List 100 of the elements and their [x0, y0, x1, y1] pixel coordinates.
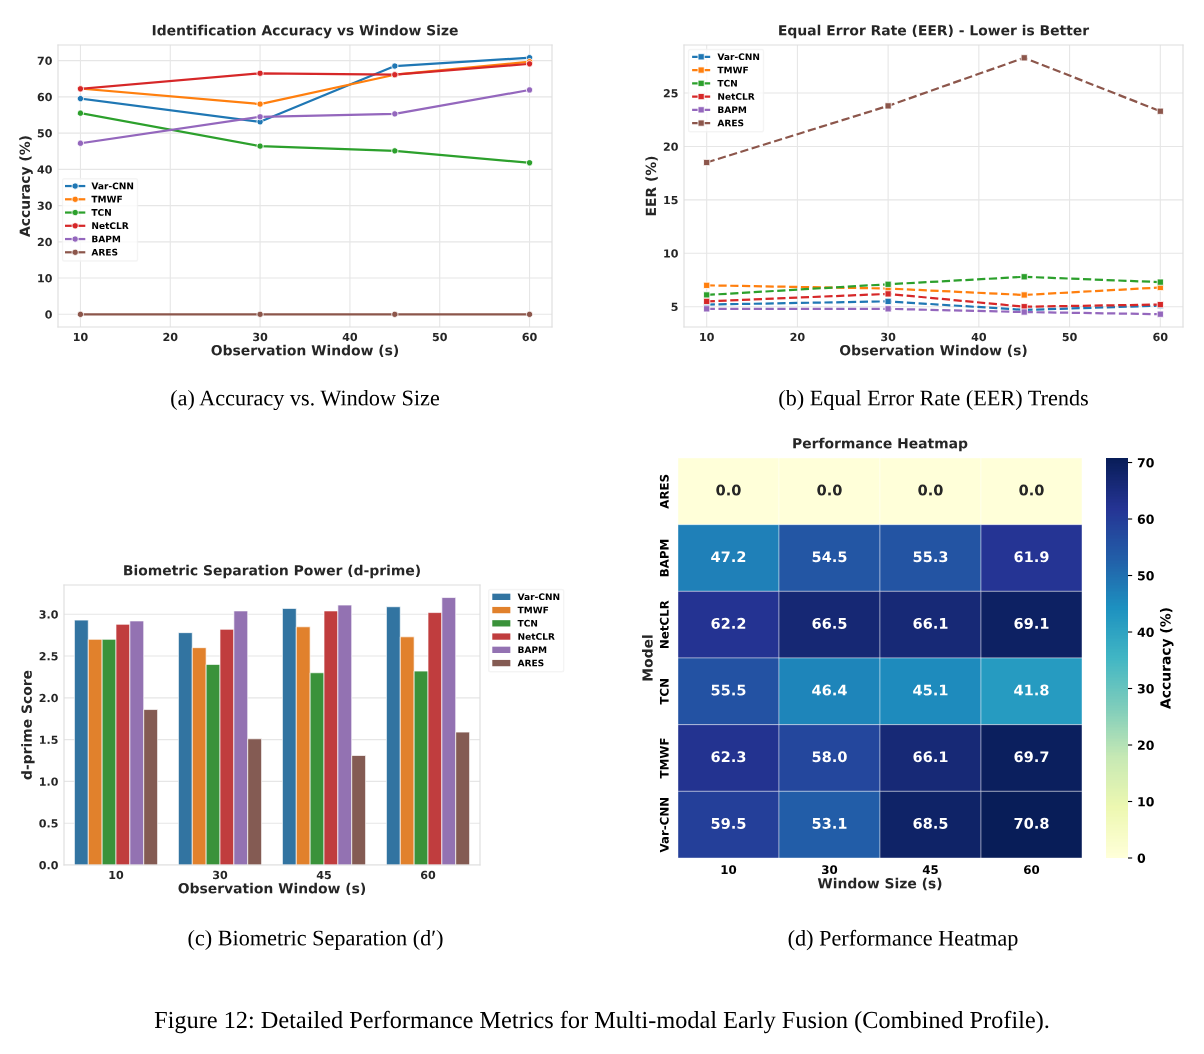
data-label: 59.5 — [711, 817, 746, 829]
x-tick-label: 40 — [342, 332, 358, 342]
color-bar-label: 40 — [1137, 627, 1154, 637]
x-axis-title: Observation Window (s) — [839, 344, 1027, 358]
color-bar-label: 0 — [1137, 853, 1146, 863]
x-tick-label: 40 — [971, 332, 987, 342]
data-label: 53.1 — [812, 817, 847, 829]
legend-label: BAPM — [718, 106, 747, 113]
x-tick-label: 20 — [790, 332, 805, 342]
legend-label: BAPM — [92, 235, 121, 243]
data-label: 66.1 — [913, 751, 948, 763]
chart-title: Performance Heatmap — [793, 437, 968, 452]
x-tick-label: 45 — [316, 870, 331, 880]
legend-label: NetCLR — [718, 93, 755, 100]
x-axis-title: Observation Window (s) — [178, 882, 366, 896]
data-label: 47.2 — [711, 551, 746, 563]
y-tick-label: 1.0 — [40, 777, 58, 786]
data-label: 58.0 — [812, 751, 847, 763]
y-tick-label: 30 — [37, 201, 52, 210]
y-tick-label: BAPM — [659, 539, 669, 577]
y-tick-label: Var-CNN — [659, 797, 669, 853]
x-tick-label: 10 — [721, 865, 737, 875]
y-axis-title: Model — [642, 635, 653, 681]
chart-title: Equal Error Rate (EER) - Lower is Better — [779, 24, 1090, 39]
y-tick-label: 70 — [37, 56, 52, 65]
data-label: 55.3 — [913, 551, 948, 563]
x-tick-label: 60 — [1024, 865, 1040, 875]
data-label: 46.4 — [812, 684, 847, 696]
legend-label: ARES — [91, 248, 118, 256]
x-tick-label: 60 — [1153, 332, 1168, 342]
y-tick-label: 20 — [37, 237, 52, 247]
y-tick-label: 3.0 — [39, 610, 58, 619]
legend-label: TCN — [717, 79, 737, 87]
chart-title: Biometric Separation Power (d-prime) — [124, 564, 420, 579]
data-label: 45.1 — [913, 684, 948, 696]
color-bar-label: 60 — [1137, 514, 1154, 524]
data-label: 62.3 — [711, 751, 746, 763]
color-bar-label: 50 — [1137, 570, 1154, 581]
data-label: 0.0 — [918, 484, 943, 496]
data-label: 61.9 — [1014, 551, 1049, 563]
data-label: 69.7 — [1014, 751, 1049, 763]
x-axis-title: Window Size (s) — [817, 877, 942, 891]
data-label: 0.0 — [716, 484, 741, 496]
legend-label: NetCLR — [518, 633, 555, 640]
data-label: 70.8 — [1014, 817, 1049, 829]
data-label: 62.2 — [711, 617, 746, 629]
data-label: 54.5 — [812, 551, 847, 563]
text: (b) Equal Error Rate (EER) Trends — [779, 389, 1088, 411]
y-tick-label: 0.0 — [39, 860, 58, 870]
color-bar-label: 30 — [1137, 683, 1154, 694]
legend-label: TMWF — [517, 606, 549, 614]
x-tick-label: 30 — [881, 332, 896, 342]
legend-label: BAPM — [518, 646, 547, 653]
chart-title: Identification Accuracy vs Window Size — [152, 24, 458, 39]
x-tick-label: 60 — [522, 332, 537, 342]
caption: Figure 12: Detailed Performance Metrics for Multi-modal Early Fusion (Combined Profile). — [154, 1010, 1049, 1034]
legend-label: NetCLR — [92, 222, 129, 230]
y-tick-label: 10 — [38, 274, 52, 283]
legend-label: ARES — [517, 659, 544, 667]
y-axis-title: EER (%) — [645, 156, 658, 216]
y-tick-label: 15 — [664, 196, 678, 205]
legend-label: TMWF — [717, 66, 748, 74]
text: (a) Accuracy vs. Window Size — [171, 389, 440, 411]
data-label: 66.1 — [913, 617, 948, 629]
x-tick-label: 20 — [163, 332, 178, 342]
legend-label: Var-CNN — [517, 593, 560, 601]
x-tick-label: 30 — [253, 332, 268, 342]
y-tick-label: 0 — [45, 310, 52, 319]
color-bar-label: 10 — [1138, 796, 1154, 807]
y-tick-label: NetCLR — [659, 600, 669, 648]
text: (c) Biometric Separation (d′) — [188, 929, 443, 951]
x-tick-label: 45 — [922, 865, 938, 875]
y-axis-title: Accuracy (%) — [19, 136, 33, 237]
y-tick-label: ARES — [659, 474, 669, 509]
x-tick-label: 10 — [109, 870, 124, 880]
y-tick-label: 50 — [37, 129, 52, 138]
y-tick-label: 1.5 — [40, 735, 58, 745]
x-tick-label: 60 — [420, 870, 436, 880]
color-bar-label: 70 — [1137, 457, 1154, 468]
y-tick-label: 25 — [663, 89, 678, 98]
legend-label: Var-CNN — [91, 182, 134, 190]
x-tick-label: 10 — [73, 332, 88, 342]
x-tick-label: 30 — [822, 865, 838, 875]
legend-label: TCN — [91, 209, 111, 216]
y-tick-label: 60 — [37, 92, 52, 102]
y-tick-label: TMWF — [659, 738, 669, 779]
y-tick-label: 40 — [37, 165, 52, 174]
text: (d) Performance Heatmap — [788, 929, 1018, 951]
x-tick-label: 50 — [432, 332, 447, 342]
legend-label: TCN — [517, 619, 538, 627]
y-tick-label: 10 — [664, 249, 678, 258]
legend-label: TMWF — [91, 195, 122, 203]
legend-label: Var-CNN — [717, 53, 760, 61]
y-tick-label: TCN — [659, 679, 669, 705]
data-label: 66.5 — [812, 617, 847, 629]
y-tick-label: 5 — [671, 302, 678, 312]
data-label: 55.5 — [711, 684, 746, 696]
x-tick-label: 50 — [1062, 332, 1077, 342]
y-axis-title: d-prime Score — [21, 670, 35, 780]
color-bar-label: 20 — [1138, 740, 1154, 750]
